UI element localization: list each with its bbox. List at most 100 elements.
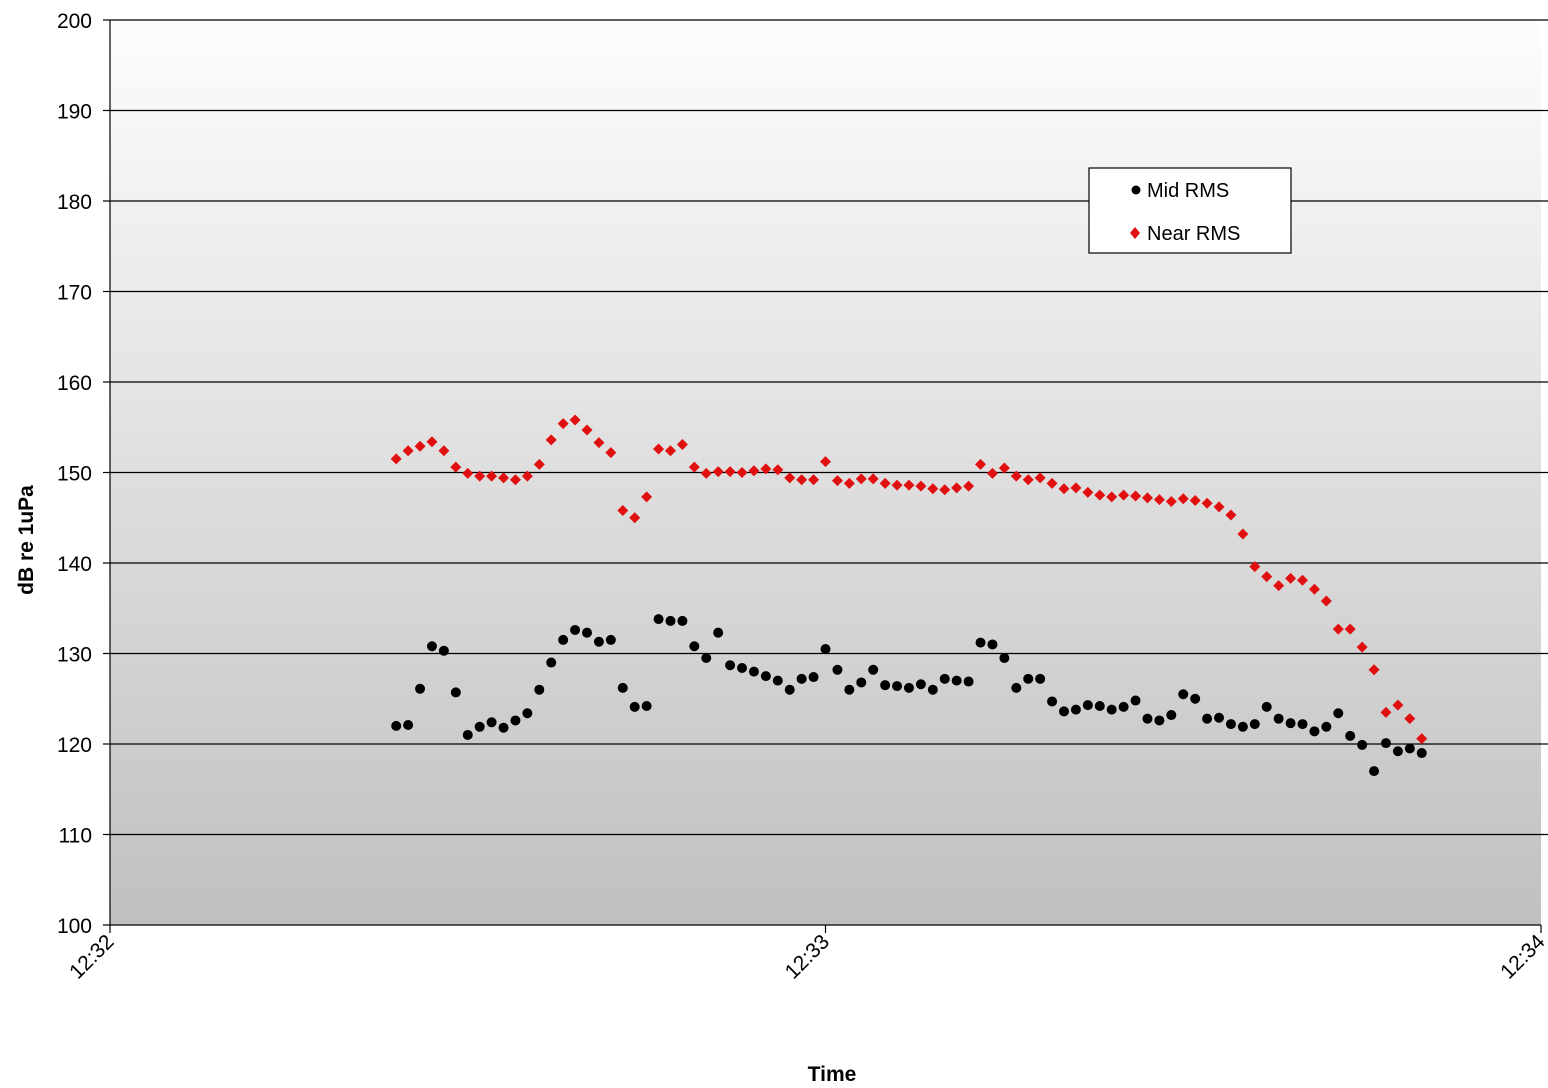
data-point-mid-rms xyxy=(772,675,783,686)
y-tick-label: 150 xyxy=(57,463,92,486)
data-point-mid-rms xyxy=(1416,748,1427,759)
series-mid-rms xyxy=(391,614,1427,777)
y-tick-label: 110 xyxy=(59,825,92,848)
data-point-near-rms xyxy=(629,512,641,524)
data-point-mid-rms xyxy=(1178,689,1189,700)
data-point-mid-rms xyxy=(593,636,604,647)
data-point-mid-rms xyxy=(1237,721,1248,732)
data-point-near-rms xyxy=(700,467,712,479)
data-point-near-rms xyxy=(450,461,462,473)
data-point-near-rms xyxy=(843,477,855,489)
x-tick-label: 12:33 xyxy=(781,930,834,983)
data-point-near-rms xyxy=(426,436,438,448)
legend-label-mid-rms: Mid RMS xyxy=(1147,180,1229,202)
data-point-mid-rms xyxy=(689,641,700,652)
data-point-near-rms xyxy=(915,480,927,492)
series-near-rms xyxy=(390,414,1428,745)
data-point-mid-rms xyxy=(403,719,414,730)
data-point-near-rms xyxy=(1082,486,1094,498)
data-point-mid-rms xyxy=(737,662,748,673)
data-point-near-rms xyxy=(975,458,987,470)
data-point-near-rms xyxy=(1046,477,1058,489)
data-point-mid-rms xyxy=(653,614,664,625)
data-point-mid-rms xyxy=(1309,726,1320,737)
data-point-near-rms xyxy=(831,475,843,487)
data-point-mid-rms xyxy=(1035,673,1046,684)
y-axis: 100 110 120 130 140 150 160 170 180 190 200 xyxy=(57,10,110,938)
legend-marker-near-rms xyxy=(1130,227,1140,239)
data-point-mid-rms xyxy=(391,720,402,731)
data-point-near-rms xyxy=(1153,494,1165,506)
data-point-mid-rms xyxy=(1333,708,1344,719)
data-point-mid-rms xyxy=(1249,719,1260,730)
data-point-mid-rms xyxy=(665,615,676,626)
data-point-near-rms xyxy=(712,466,724,478)
data-point-near-rms xyxy=(1380,706,1392,718)
data-point-near-rms xyxy=(521,470,533,482)
data-point-mid-rms xyxy=(486,717,497,728)
x-tick-label: 12:34 xyxy=(1496,930,1548,984)
data-point-near-rms xyxy=(998,462,1010,474)
y-tick-label: 130 xyxy=(57,644,92,667)
data-point-mid-rms xyxy=(522,708,533,719)
data-point-mid-rms xyxy=(1285,718,1296,729)
data-point-mid-rms xyxy=(725,660,736,671)
data-point-near-rms xyxy=(736,467,748,478)
data-point-near-rms xyxy=(402,445,414,457)
data-point-near-rms xyxy=(1273,580,1285,592)
data-point-near-rms xyxy=(414,440,426,452)
data-point-mid-rms xyxy=(534,684,545,695)
data-point-mid-rms xyxy=(748,666,759,677)
data-point-near-rms xyxy=(1332,623,1344,635)
data-point-near-rms xyxy=(1249,561,1261,573)
data-point-mid-rms xyxy=(462,729,473,740)
y-tick-label: 180 xyxy=(57,191,92,214)
data-point-near-rms xyxy=(664,445,676,457)
data-point-near-rms xyxy=(605,447,617,459)
data-point-mid-rms xyxy=(582,627,592,638)
data-point-mid-rms xyxy=(1369,766,1380,777)
x-axis-title: Time xyxy=(808,1063,857,1086)
data-point-near-rms xyxy=(1034,472,1046,484)
data-point-mid-rms xyxy=(677,615,688,626)
data-point-near-rms xyxy=(1356,641,1368,653)
data-point-near-rms xyxy=(784,472,796,484)
data-point-mid-rms xyxy=(474,721,485,732)
data-point-mid-rms xyxy=(1047,696,1058,707)
data-point-near-rms xyxy=(545,434,557,446)
data-point-mid-rms xyxy=(868,664,879,675)
data-point-mid-rms xyxy=(1380,738,1391,749)
data-point-mid-rms xyxy=(1357,739,1368,750)
data-point-near-rms xyxy=(772,464,784,476)
data-point-near-rms xyxy=(891,479,903,491)
legend: Mid RMS Near RMS xyxy=(1088,167,1292,254)
data-point-near-rms xyxy=(796,474,808,486)
gridlines xyxy=(110,19,1548,836)
x-axis: 12:32 12:33 12:34 xyxy=(65,925,1548,984)
y-tick-label: 120 xyxy=(57,734,92,757)
data-point-near-rms xyxy=(855,473,867,485)
data-point-near-rms xyxy=(676,438,688,450)
data-point-near-rms xyxy=(867,473,879,485)
data-point-near-rms xyxy=(879,477,891,489)
data-point-mid-rms xyxy=(1190,693,1201,704)
data-point-near-rms xyxy=(1058,483,1070,495)
data-point-near-rms xyxy=(760,463,772,475)
data-point-mid-rms xyxy=(1273,713,1284,724)
data-point-near-rms xyxy=(688,461,700,473)
data-point-mid-rms xyxy=(844,684,855,695)
data-point-mid-rms xyxy=(892,681,903,692)
data-point-mid-rms xyxy=(510,715,521,726)
y-tick-label: 100 xyxy=(57,915,92,938)
data-point-mid-rms xyxy=(629,701,640,712)
data-point-near-rms xyxy=(486,470,498,482)
data-point-near-rms xyxy=(653,443,665,455)
data-point-mid-rms xyxy=(1261,701,1272,712)
data-point-near-rms xyxy=(1094,489,1106,501)
data-point-mid-rms xyxy=(999,653,1010,664)
data-point-mid-rms xyxy=(939,673,950,684)
data-point-mid-rms xyxy=(450,687,461,698)
data-point-near-rms xyxy=(1285,572,1297,584)
data-point-near-rms xyxy=(927,483,939,495)
